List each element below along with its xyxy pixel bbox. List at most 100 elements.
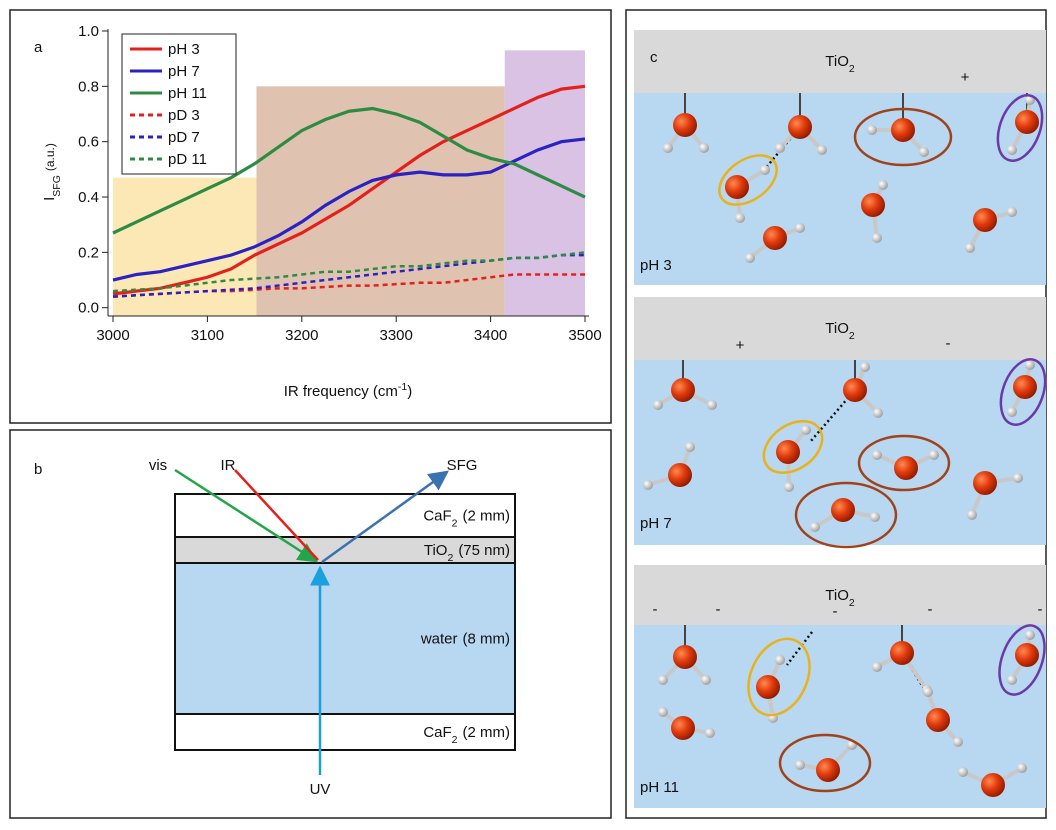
hydrogen: [795, 223, 805, 233]
legend-frame: [121, 33, 237, 175]
hydrogen: [685, 442, 695, 452]
oxygen: [831, 498, 855, 522]
charge: -: [946, 335, 951, 352]
oxygen: [788, 115, 812, 139]
hydrogen: [707, 400, 717, 410]
oxygen: [763, 226, 787, 250]
layer-label-part: TiO: [424, 542, 448, 559]
oxygen: [776, 440, 800, 464]
panel-frame: [9, 9, 612, 424]
series-line: [112, 106, 586, 235]
hydrogen: [953, 737, 963, 747]
surface-label-part: TiO: [825, 587, 849, 604]
hydrogen: [801, 425, 811, 435]
layer-label: CaF2 (2 mm): [423, 508, 510, 530]
highlight-ellipse: [853, 107, 953, 167]
highlight-ellipse: [794, 481, 898, 549]
water-molecule: [861, 180, 888, 243]
surface: [634, 297, 1046, 360]
oxygen: [894, 456, 918, 480]
oxygen: [926, 708, 950, 732]
hydrogen-bond: [786, 631, 813, 666]
oxygen: [756, 675, 780, 699]
highlight-ellipse: [857, 434, 951, 492]
hydrogen: [958, 767, 968, 777]
x-tick-label: 3400: [474, 327, 507, 344]
beam-label: UV: [310, 781, 331, 798]
oxygen: [671, 716, 695, 740]
y-tick-label: 0.2: [78, 244, 99, 261]
oxygen: [981, 773, 1005, 797]
layer-label: CaF2 (2 mm): [423, 724, 510, 746]
oxygen: [1013, 375, 1037, 399]
hydrogen: [775, 655, 785, 665]
charge: -: [653, 601, 658, 618]
water-molecule: [810, 498, 880, 532]
hydrogen: [878, 180, 888, 190]
legend-label: pD 7: [168, 129, 200, 146]
x-axis-label-part: IR frequency (cm: [284, 383, 398, 400]
hydrogen: [860, 362, 870, 372]
highlight-band: [504, 50, 585, 317]
ph-label: pH 7: [640, 515, 672, 532]
water-molecule: [843, 360, 883, 418]
oxygen: [673, 645, 697, 669]
y-tick-label: 0.8: [78, 78, 99, 95]
water-molecule: [643, 442, 695, 490]
panel-a: a 0.0 0.2 0.4 0.6 0.8 1.0 3000 3100 3200 3300 3400 3…: [34, 23, 602, 400]
surface: [634, 30, 1046, 93]
hydrogen: [775, 143, 785, 153]
hydrogen: [965, 243, 975, 253]
hydrogen: [873, 408, 883, 418]
beam-label: vis: [149, 457, 167, 474]
panel-label: b: [34, 461, 42, 478]
oxygen: [973, 471, 997, 495]
water-molecule: [965, 207, 1017, 253]
hydrogen: [784, 482, 794, 492]
surface: [634, 565, 1046, 625]
hydrogen: [1025, 360, 1035, 370]
water-molecule: [1007, 93, 1039, 155]
legend: pH 3 pH 7 pH 11 pD 3 pD 7 pD 11: [121, 33, 237, 175]
legend-label: pH 11: [168, 85, 207, 102]
oxygen: [1015, 643, 1039, 667]
layer-label-part: CaF: [423, 724, 451, 741]
hydrogen: [1007, 207, 1017, 217]
legend-label: pD 11: [168, 151, 207, 168]
water-molecule: [872, 625, 932, 695]
hydrogen: [653, 400, 663, 410]
x-tick-label: 3000: [96, 327, 129, 344]
water-molecule: [923, 687, 963, 747]
hydrogen: [1025, 630, 1035, 640]
series-line: [112, 84, 586, 296]
series-line: [112, 251, 586, 293]
charge: -: [1038, 601, 1043, 618]
oxygen: [816, 758, 840, 782]
legend-label: pH 3: [168, 41, 200, 58]
surface-label-part: 2: [849, 597, 855, 609]
panel-frame: [9, 429, 612, 819]
highlight-band: [256, 86, 505, 316]
beam-label: SFG: [447, 457, 478, 474]
surface-label: TiO2: [825, 53, 855, 75]
water-molecule: [745, 223, 805, 263]
x-tick-label: 3500: [568, 327, 601, 344]
layer-label: water (8 mm): [420, 631, 510, 648]
charge: -: [716, 601, 721, 618]
water-molecule: [795, 740, 857, 782]
beam: [174, 468, 319, 563]
hydrogen: [1017, 763, 1027, 773]
oxygen: [973, 208, 997, 232]
y-tick-label: 1.0: [78, 23, 99, 40]
charge: +: [961, 69, 970, 86]
water-molecule: [776, 425, 811, 492]
water-molecule: [1007, 360, 1037, 417]
hydrogen: [658, 675, 668, 685]
hydrogen: [735, 213, 745, 223]
water-molecule: [958, 763, 1027, 797]
water-molecule: [967, 471, 1023, 520]
water-molecule: [658, 625, 711, 685]
